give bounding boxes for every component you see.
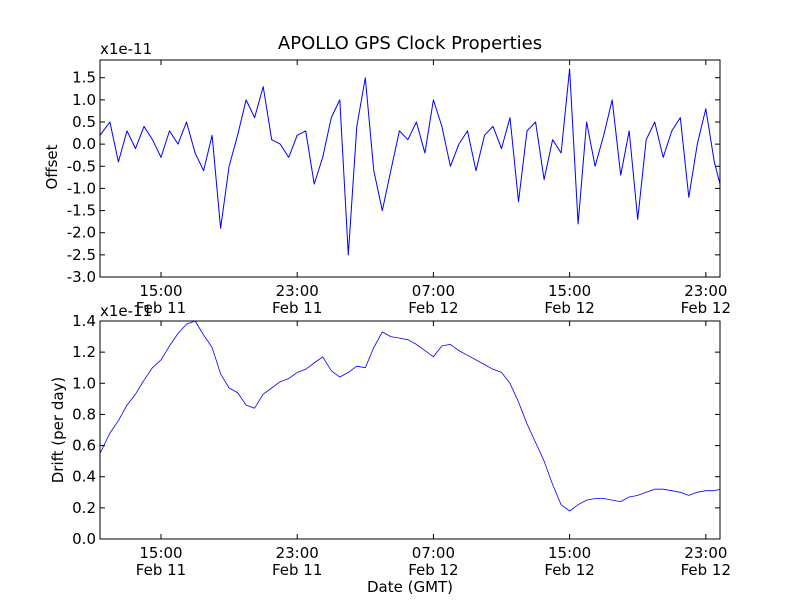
offset-x-tick-time: 23:00 [276, 282, 319, 300]
offset-x-tick-time: 15:00 [139, 282, 182, 300]
drift-y-tick-label: 0.4 [72, 468, 96, 486]
offset-y-tick-label: 0.0 [72, 135, 96, 153]
drift-y-multiplier: x1e-11 [100, 302, 152, 320]
drift-x-tick-time: 23:00 [276, 544, 319, 562]
offset-x-tick-date: Feb 11 [272, 299, 322, 317]
drift-plot-frame [99, 320, 721, 540]
drift-panel: x1e-11 Drift (per day) 0.0 0.2 0.4 0.6 0.8 1.… [49, 302, 731, 596]
offset-x-tick-time: 07:00 [412, 282, 455, 300]
drift-y-tick-label: 1.0 [72, 374, 96, 392]
offset-y-ticks: -3.0 -2.5 -2.0 -1.5 -1.0 -0.5 0.0 0.5 1.0 1.5 [67, 69, 720, 286]
offset-y-tick-label: -0.5 [67, 157, 96, 175]
drift-x-tick-date: Feb 11 [272, 561, 322, 579]
offset-x-tick-date: Feb 11 [136, 299, 186, 317]
drift-y-axis-label: Drift (per day) [49, 377, 67, 484]
offset-y-tick-label: -2.5 [67, 246, 96, 264]
drift-x-tick-date: Feb 12 [681, 561, 731, 579]
offset-y-tick-label: -2.0 [67, 224, 96, 242]
drift-x-tick-date: Feb 12 [408, 561, 458, 579]
offset-y-tick-label: 1.0 [72, 91, 96, 109]
offset-y-tick-label: -1.0 [67, 179, 96, 197]
drift-y-tick-label: 0.2 [72, 499, 96, 517]
offset-x-tick-time: 15:00 [548, 282, 591, 300]
offset-y-tick-label: -3.0 [67, 268, 96, 286]
drift-y-tick-label: 1.2 [72, 343, 96, 361]
offset-x-tick-date: Feb 12 [544, 299, 594, 317]
offset-x-tick-date: Feb 12 [408, 299, 458, 317]
offset-x-tick-time: 23:00 [684, 282, 727, 300]
drift-x-axis-label: Date (GMT) [367, 578, 453, 596]
drift-x-tick-time: 07:00 [412, 544, 455, 562]
offset-y-axis-label: Offset [43, 144, 61, 189]
drift-x-tick-time: 23:00 [684, 544, 727, 562]
offset-y-tick-label: 1.5 [72, 69, 96, 87]
offset-plot-frame [99, 59, 721, 278]
drift-y-tick-label: 0.0 [72, 530, 96, 548]
drift-x-tick-time: 15:00 [548, 544, 591, 562]
drift-y-ticks: 0.0 0.2 0.4 0.6 0.8 1.0 1.2 1.4 [72, 312, 720, 548]
offset-series-line [99, 68, 721, 256]
drift-y-tick-label: 0.6 [72, 437, 96, 455]
drift-x-tick-time: 15:00 [139, 544, 182, 562]
drift-series-line [99, 320, 721, 512]
drift-x-tick-date: Feb 12 [544, 561, 594, 579]
drift-x-tick-date: Feb 11 [136, 561, 186, 579]
chart-title: APOLLO GPS Clock Properties [278, 33, 542, 54]
offset-y-tick-label: -1.5 [67, 202, 96, 220]
offset-y-multiplier: x1e-11 [100, 40, 152, 58]
offset-panel: x1e-11 Offset -3.0 -2.5 -2.0 -1.5 -1.0 -0.5 0.… [43, 40, 731, 317]
drift-y-tick-label: 1.4 [72, 312, 96, 330]
offset-x-tick-date: Feb 12 [681, 299, 731, 317]
drift-y-tick-label: 0.8 [72, 405, 96, 423]
offset-y-tick-label: 0.5 [72, 113, 96, 131]
